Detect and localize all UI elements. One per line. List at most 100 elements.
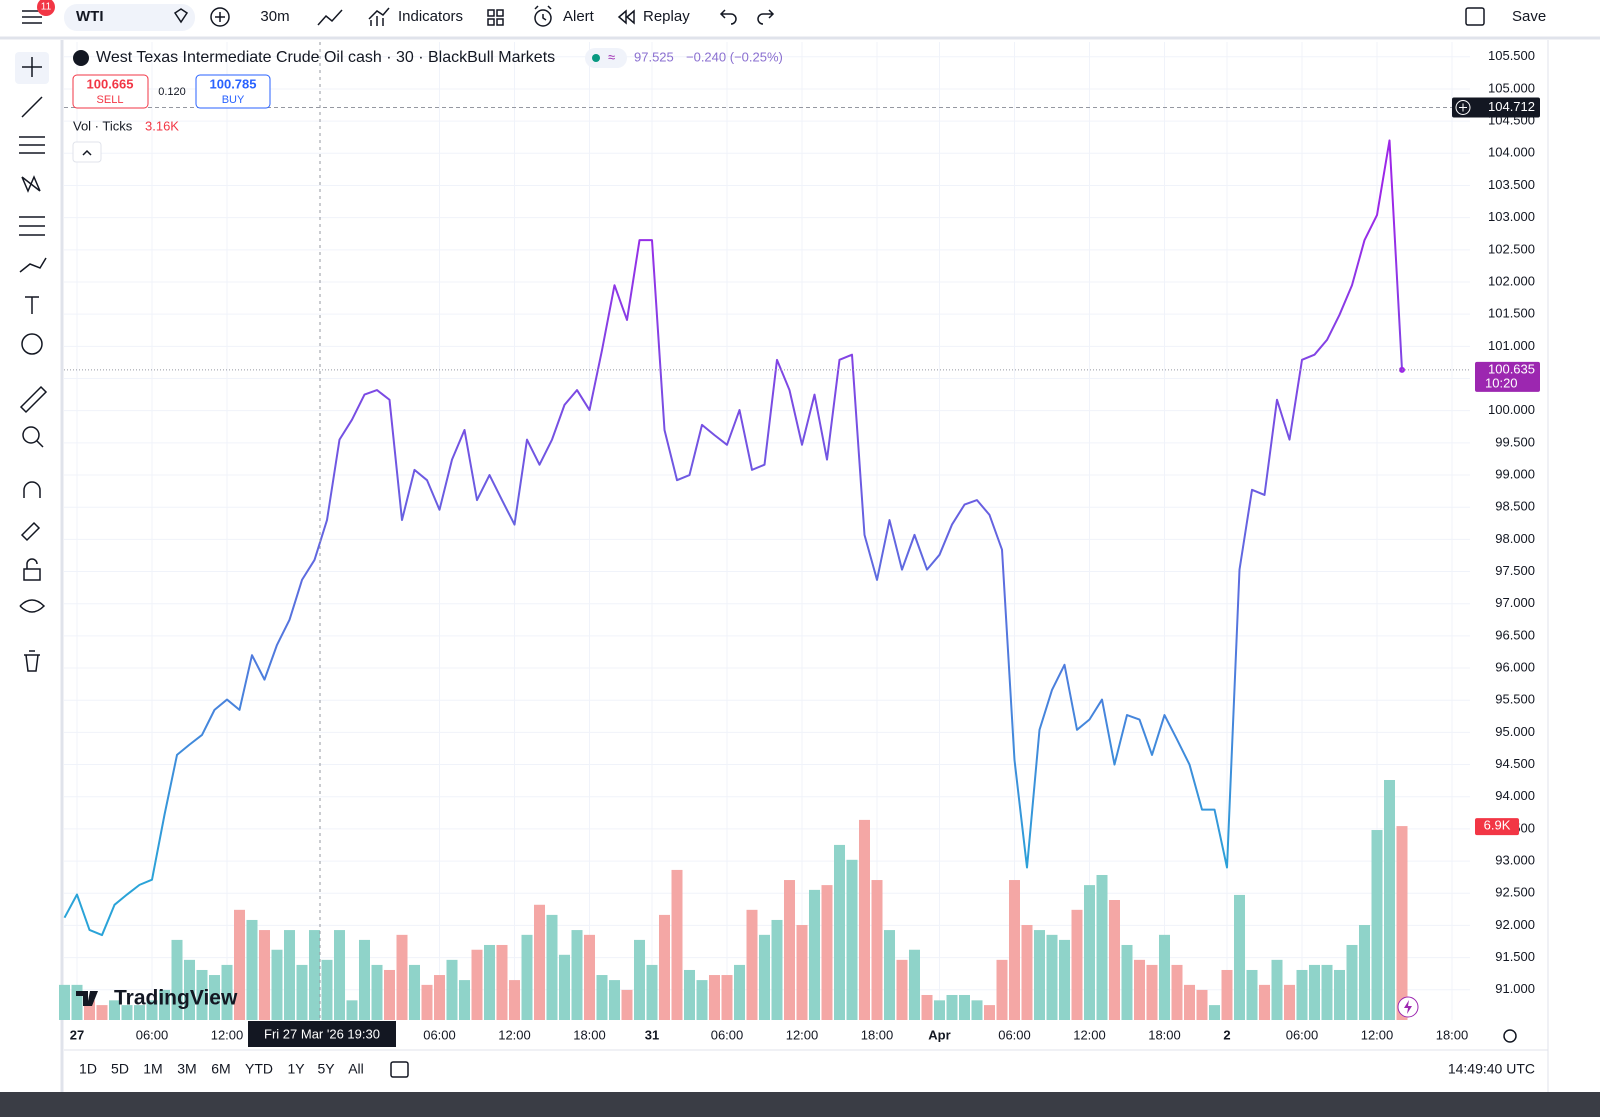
crosshair-label: Fri 27 Mar '26 19:30 bbox=[264, 1026, 380, 1041]
compare-icon bbox=[215, 12, 225, 22]
fullscreen-button[interactable] bbox=[1465, 7, 1485, 26]
volume-bar bbox=[259, 930, 270, 1020]
symbol[interactable]: WTI bbox=[76, 8, 104, 25]
market-open-dot bbox=[592, 54, 600, 62]
range-button[interactable]: 5D bbox=[111, 1061, 129, 1077]
volume-bar bbox=[1309, 964, 1320, 1020]
volume-bar bbox=[109, 1000, 120, 1020]
price-badge bbox=[1475, 361, 1540, 392]
range-button[interactable]: 3M bbox=[177, 1061, 196, 1077]
logo-text: TradingView bbox=[114, 987, 238, 1010]
volume-bar bbox=[421, 984, 433, 1020]
x-tick-label: 2 bbox=[1223, 1027, 1230, 1042]
badge-plus bbox=[1455, 100, 1471, 116]
y-tick-label: 94.000 bbox=[1495, 788, 1535, 803]
volume-bar bbox=[84, 1000, 95, 1020]
sell-label[interactable]: SELL bbox=[97, 94, 124, 106]
undo-button[interactable] bbox=[719, 9, 737, 25]
volume-bar bbox=[334, 930, 345, 1020]
volume-bar bbox=[896, 959, 908, 1020]
volume-bar bbox=[734, 964, 745, 1020]
volume-bar bbox=[434, 975, 445, 1020]
price-badge-label: 104.712 bbox=[1488, 99, 1535, 114]
redo-button[interactable] bbox=[757, 9, 775, 25]
volume-bar bbox=[921, 994, 933, 1020]
volume-bar bbox=[746, 909, 758, 1020]
volume-bar bbox=[584, 934, 595, 1020]
range-button[interactable]: YTD bbox=[245, 1061, 273, 1077]
y-tick-label: 103.000 bbox=[1488, 209, 1535, 224]
volume-bar bbox=[196, 969, 208, 1020]
volume-bar bbox=[959, 994, 970, 1020]
volume-bar bbox=[646, 964, 658, 1020]
volume-bar bbox=[321, 959, 333, 1020]
volume-bar bbox=[371, 964, 383, 1020]
y-tick-label: 96.500 bbox=[1495, 627, 1535, 642]
date-range-button[interactable] bbox=[390, 1061, 409, 1078]
volume-bar bbox=[346, 1000, 358, 1020]
settings-button[interactable] bbox=[1503, 1029, 1517, 1043]
interval[interactable]: 30m bbox=[260, 8, 289, 25]
volume-bar bbox=[859, 819, 870, 1020]
range-button[interactable]: 1D bbox=[79, 1061, 97, 1077]
volume-bar bbox=[546, 914, 558, 1020]
y-tick-label: 95.500 bbox=[1495, 692, 1535, 707]
y-tick-label: 101.000 bbox=[1488, 338, 1535, 353]
replay-icon bbox=[617, 9, 635, 25]
y-tick-label: 100.000 bbox=[1488, 402, 1535, 417]
drawing-tools[interactable] bbox=[15, 52, 49, 672]
y-tick-label: 91.500 bbox=[1495, 949, 1535, 964]
price-badge bbox=[1452, 97, 1540, 118]
notification-count: 11 bbox=[41, 2, 52, 13]
volume-bar bbox=[1071, 909, 1083, 1020]
volume-bar bbox=[459, 980, 470, 1020]
price-badge-time: 10:20 bbox=[1485, 375, 1518, 390]
sell-price[interactable]: 100.665 bbox=[87, 76, 134, 91]
volume-bar bbox=[1359, 925, 1370, 1020]
indicators-button[interactable]: Indicators bbox=[398, 8, 463, 25]
volume-bar bbox=[1259, 984, 1270, 1020]
volume-bar bbox=[684, 969, 695, 1020]
x-tick-label: Apr bbox=[928, 1027, 950, 1042]
symbol-search[interactable] bbox=[64, 4, 195, 31]
x-tick-label: 06:00 bbox=[136, 1027, 169, 1042]
volume-bar bbox=[709, 975, 720, 1020]
volume-bar bbox=[1284, 984, 1295, 1020]
layouts-button[interactable] bbox=[487, 9, 504, 26]
volume-bar bbox=[1371, 830, 1383, 1020]
volume-bar bbox=[234, 909, 245, 1020]
alert-button[interactable]: Alert bbox=[563, 8, 595, 25]
buy-price[interactable]: 100.785 bbox=[210, 76, 257, 91]
volume-bar bbox=[1321, 964, 1333, 1020]
save-button[interactable]: Save bbox=[1512, 8, 1546, 25]
window-frame bbox=[0, 1092, 1600, 1117]
status-pill bbox=[585, 48, 627, 68]
range-button[interactable]: 6M bbox=[211, 1061, 230, 1077]
volume-bar bbox=[821, 885, 833, 1020]
buy-label[interactable]: BUY bbox=[222, 94, 245, 106]
x-tick-label: 12:00 bbox=[786, 1027, 819, 1042]
volume-bar bbox=[1271, 959, 1283, 1020]
x-tick-label: 12:00 bbox=[498, 1027, 531, 1042]
lightning-icon bbox=[1404, 1000, 1412, 1014]
x-tick-label: 12:00 bbox=[1073, 1027, 1106, 1042]
volume-bar bbox=[396, 934, 408, 1020]
range-button[interactable]: All bbox=[348, 1061, 364, 1077]
x-tick-label: 18:00 bbox=[1436, 1027, 1469, 1042]
volume-bar bbox=[1146, 964, 1158, 1020]
chart-type-button[interactable] bbox=[317, 9, 343, 26]
volume-bar bbox=[534, 904, 545, 1020]
range-button[interactable]: 1M bbox=[143, 1061, 162, 1077]
y-tick-label: 104.000 bbox=[1488, 145, 1535, 160]
compare-button[interactable] bbox=[210, 7, 230, 27]
buy-button[interactable] bbox=[195, 74, 271, 109]
range-button[interactable]: 1Y bbox=[287, 1061, 305, 1077]
sell-button[interactable] bbox=[72, 74, 149, 109]
volume-bar bbox=[659, 914, 670, 1020]
range-button[interactable]: 5Y bbox=[317, 1061, 335, 1077]
replay-button[interactable]: Replay bbox=[643, 8, 690, 25]
alert-icon bbox=[534, 9, 552, 27]
volume-bar bbox=[609, 980, 620, 1020]
indicators-icon bbox=[368, 7, 390, 26]
